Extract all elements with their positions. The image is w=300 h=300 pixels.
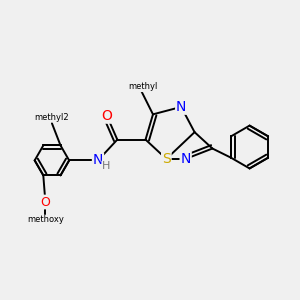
Text: N: N: [181, 152, 191, 166]
Text: H: H: [102, 161, 110, 171]
Text: methoxy: methoxy: [27, 215, 64, 224]
Text: N: N: [93, 153, 103, 167]
Text: O: O: [101, 109, 112, 123]
Text: methyl2: methyl2: [34, 113, 69, 122]
Text: O: O: [40, 196, 50, 208]
Text: N: N: [176, 100, 186, 114]
Text: methyl: methyl: [128, 82, 157, 91]
Text: S: S: [162, 152, 171, 166]
